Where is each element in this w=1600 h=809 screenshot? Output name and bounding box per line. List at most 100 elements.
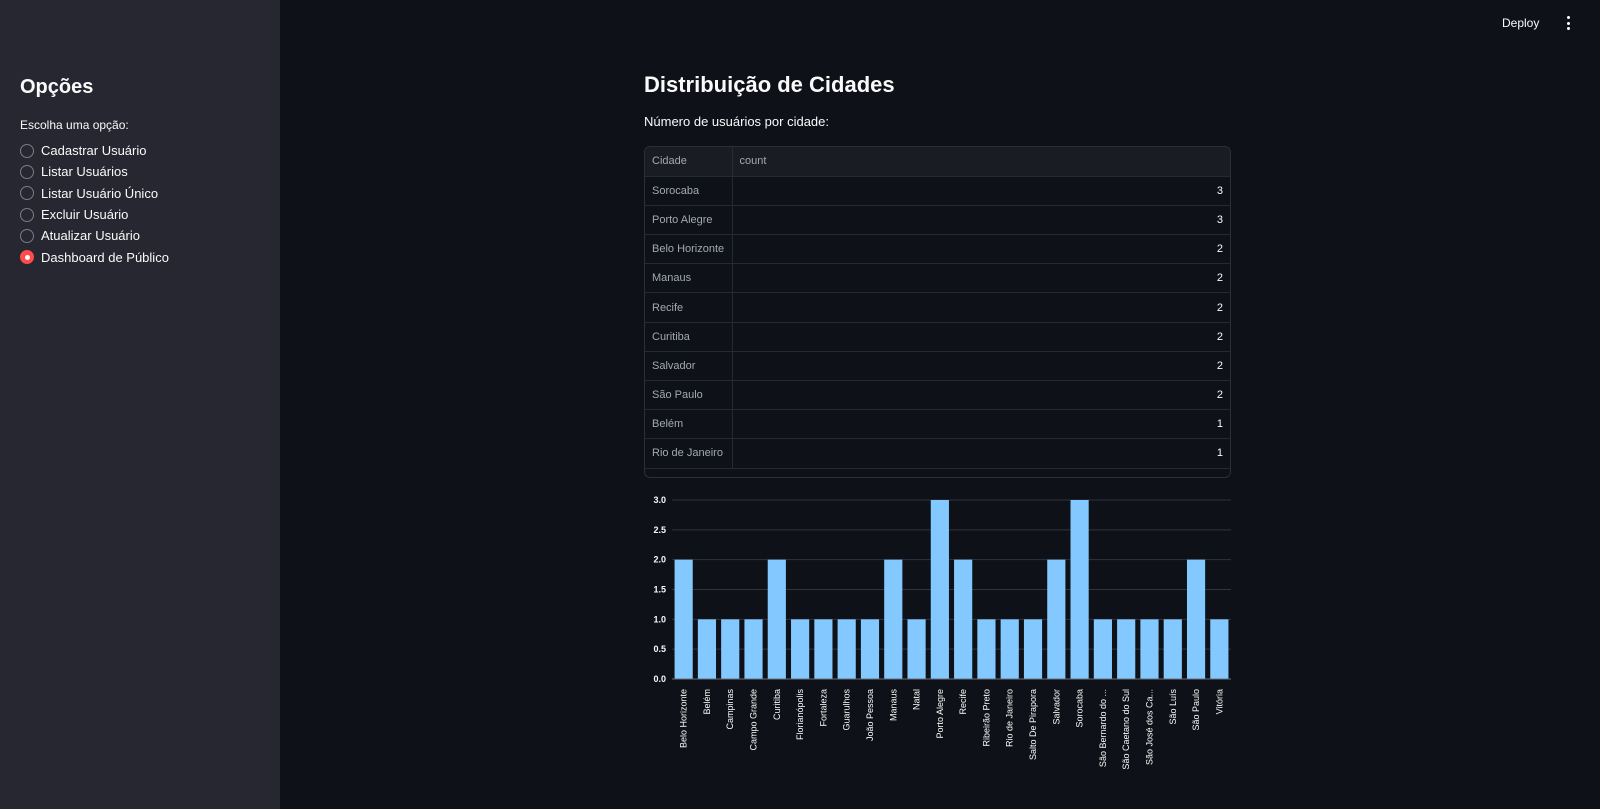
table-header-row: Cidade count (645, 147, 1230, 177)
y-tick-label: 0.0 (653, 674, 666, 684)
kebab-menu-icon[interactable] (1562, 14, 1574, 32)
bar[interactable] (791, 619, 810, 679)
bar[interactable] (907, 619, 926, 679)
bar[interactable] (977, 619, 996, 679)
radio-option[interactable]: Excluir Usuário (20, 204, 169, 225)
city-count-table[interactable]: Cidade count Sorocaba 3 Porto Alegre 3 Belo … (644, 146, 1231, 478)
bar[interactable] (721, 619, 740, 679)
y-tick-label: 0.5 (653, 644, 666, 654)
sidebar: Opções Escolha uma opção: Cadastrar Usuá… (0, 0, 280, 809)
table-row[interactable]: Belém 1 (645, 409, 1230, 440)
deploy-button[interactable]: Deploy (1502, 16, 1540, 30)
x-tick-label: João Pessoa (865, 689, 875, 741)
radio-option[interactable]: Atualizar Usuário (20, 225, 169, 246)
radio-unchecked-icon (20, 186, 34, 201)
x-tick-label: Recife (958, 689, 968, 715)
x-tick-label: São José dos Ca... (1144, 689, 1154, 765)
table-row[interactable]: São Paulo 2 (645, 380, 1230, 411)
bar[interactable] (1023, 619, 1043, 679)
table-cell-count: 3 (732, 176, 1230, 206)
y-tick-label: 1.5 (653, 585, 666, 595)
x-tick-label: Guarulhos (842, 689, 852, 731)
x-tick-label: Florianópolis (795, 689, 805, 741)
table-row[interactable]: Manaus 2 (645, 263, 1230, 294)
radio-option-label: Listar Usuário Único (41, 185, 159, 201)
city-bar-chart: 0.0 0.5 1.0 1.5 2.0 2.5 3.0 Belo Horizonte Belém… (653, 495, 1231, 770)
table-cell-count: 2 (732, 322, 1230, 352)
table-row[interactable]: Sorocaba 3 (645, 176, 1230, 206)
bar[interactable] (1140, 619, 1159, 679)
radio-option-label: Dashboard de Público (41, 249, 169, 265)
table-cell-count: 2 (732, 292, 1230, 323)
radio-unchecked-icon (20, 228, 34, 243)
x-tick-label: São Luís (1168, 689, 1178, 725)
y-tick-label: 1.0 (653, 614, 666, 624)
bar[interactable] (814, 619, 833, 679)
bar[interactable] (954, 559, 973, 679)
radio-checked-icon (20, 250, 34, 265)
bar[interactable] (744, 619, 763, 679)
radio-option-label: Cadastrar Usuário (41, 143, 147, 159)
bar[interactable] (674, 559, 693, 679)
x-tick-label: Vitória (1214, 689, 1224, 714)
x-tick-label: Curitiba (772, 689, 782, 720)
radio-unchecked-icon (20, 164, 34, 179)
table-cell-cidade: Rio de Janeiro (645, 438, 733, 469)
column-header-count[interactable]: count (732, 147, 1230, 177)
table-row[interactable]: Curitiba 2 (645, 322, 1230, 352)
bar[interactable] (1047, 559, 1066, 679)
bar[interactable] (1000, 619, 1019, 679)
table-cell-count: 2 (732, 263, 1230, 294)
table-cell-cidade: Porto Alegre (645, 205, 733, 236)
table-cell-count: 1 (732, 409, 1230, 440)
bar[interactable] (1093, 619, 1112, 679)
bar[interactable] (1210, 619, 1229, 679)
x-tick-label: São Paulo (1191, 689, 1201, 731)
bar[interactable] (767, 559, 786, 679)
table-row[interactable]: Porto Alegre 3 (645, 205, 1230, 236)
radio-option[interactable]: Listar Usuários (20, 161, 169, 182)
bar[interactable] (697, 619, 717, 679)
table-cell-cidade: Belém (645, 409, 733, 440)
x-tick-label: Belém (702, 689, 712, 715)
y-tick-label: 3.0 (653, 495, 666, 505)
column-header-cidade[interactable]: Cidade (645, 147, 733, 177)
table-cell-cidade: Salvador (645, 351, 733, 382)
sidebar-title: Opções (20, 76, 94, 98)
radio-option[interactable]: Cadastrar Usuário (20, 140, 169, 161)
x-tick-label: Fortaleza (818, 689, 828, 727)
table-cell-count: 1 (732, 438, 1230, 469)
x-tick-label: Ribeirão Preto (981, 689, 991, 747)
page-title: Distribuição de Cidades (644, 72, 895, 97)
radio-unchecked-icon (20, 207, 34, 222)
radio-option[interactable]: Listar Usuário Único (20, 183, 169, 204)
x-tick-label: São Caetano do Sul (1121, 689, 1131, 770)
radio-group-label: Escolha uma opção: (20, 118, 129, 132)
bar[interactable] (884, 559, 903, 679)
bar[interactable] (1186, 559, 1206, 679)
bar[interactable] (1163, 619, 1182, 679)
table-cell-cidade: Belo Horizonte (645, 234, 733, 265)
x-tick-label: Rio de Janeiro (1005, 689, 1015, 747)
bar[interactable] (930, 500, 949, 679)
x-tick-label: Campo Grande (749, 689, 759, 751)
bar[interactable] (860, 619, 880, 679)
table-cell-count: 2 (732, 234, 1230, 265)
x-tick-label: Belo Horizonte (679, 689, 689, 748)
table-cell-cidade: Curitiba (645, 322, 733, 352)
bar[interactable] (837, 619, 856, 679)
table-row[interactable]: Rio de Janeiro 1 (645, 438, 1230, 469)
bar[interactable] (1070, 500, 1089, 679)
bar[interactable] (1117, 619, 1136, 679)
y-tick-label: 2.5 (653, 525, 666, 535)
radio-unchecked-icon (20, 143, 34, 158)
table-cell-count: 3 (732, 205, 1230, 236)
table-row[interactable]: Salvador 2 (645, 351, 1230, 382)
table-row[interactable]: Belo Horizonte 2 (645, 234, 1230, 265)
table-cell-count: 2 (732, 351, 1230, 382)
radio-option[interactable]: Dashboard de Público (20, 246, 169, 267)
table-row[interactable]: Recife 2 (645, 292, 1230, 323)
table-cell-cidade: Recife (645, 292, 733, 323)
radio-option-label: Listar Usuários (41, 164, 128, 180)
page-subtitle: Número de usuários por cidade: (644, 114, 829, 129)
